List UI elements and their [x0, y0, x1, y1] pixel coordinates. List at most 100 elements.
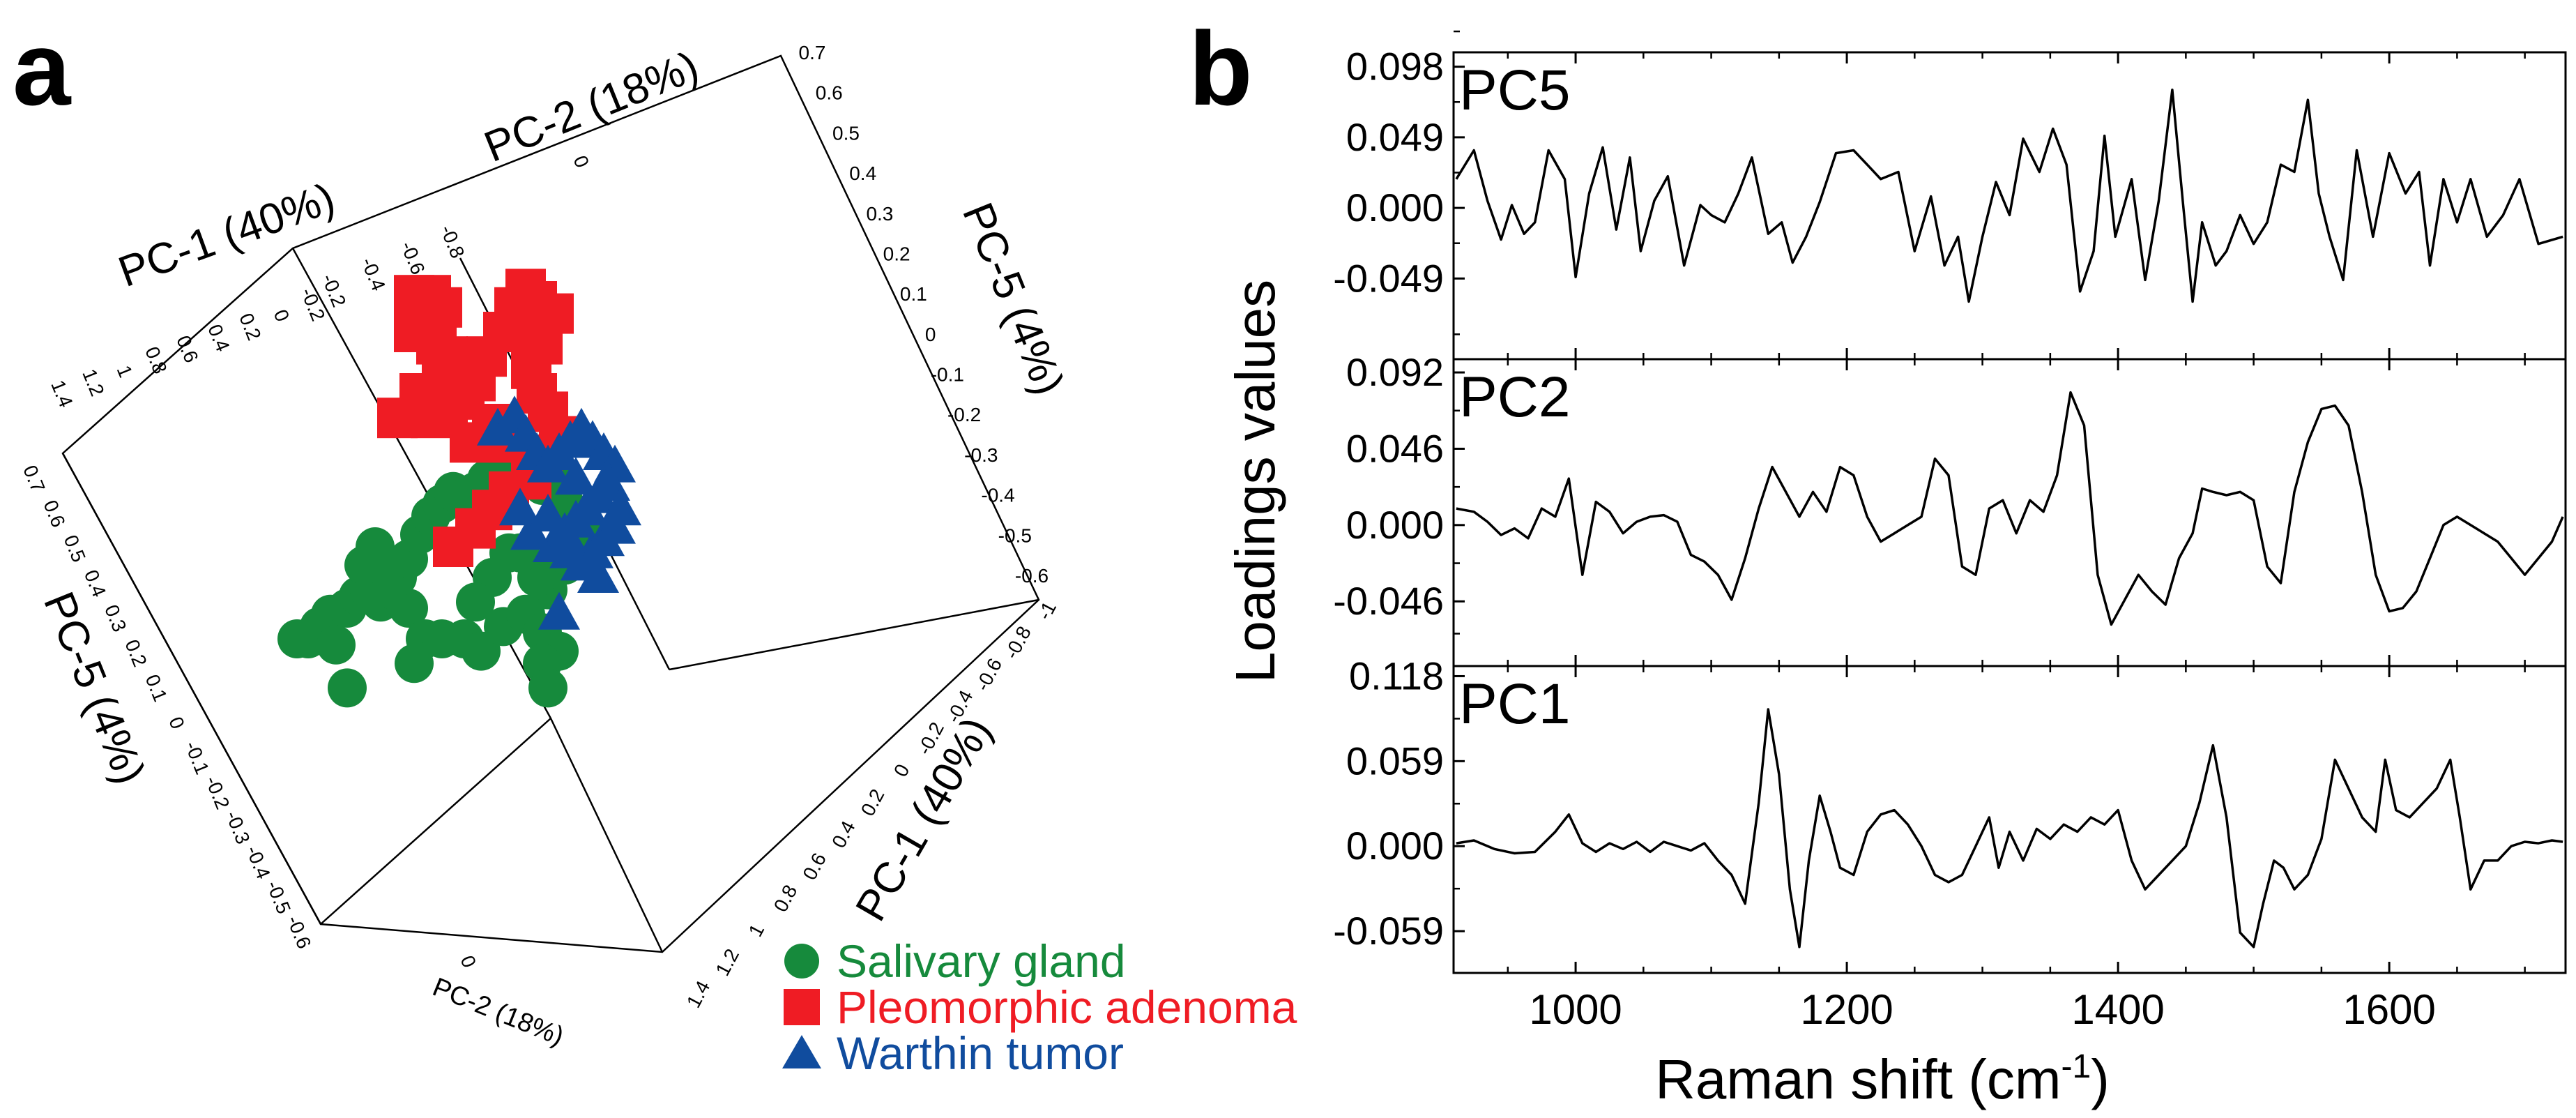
pc5-tick-label-left: 0.5: [60, 532, 90, 566]
salivary-point: [356, 527, 395, 566]
y-tick-label: 0.000: [1346, 186, 1444, 229]
pc5-tick-label-left: 0.3: [100, 602, 130, 635]
salivary-point: [456, 582, 495, 622]
pc2-tick-label: -0.6: [397, 239, 429, 278]
pleomorphic-point: [433, 527, 473, 567]
pc5-tick-label-left: 0.2: [121, 637, 151, 670]
pc5-tick-label-right: -0.6: [1015, 565, 1049, 587]
y-tick-label: 0.000: [1346, 503, 1444, 547]
scatter-points: [277, 269, 641, 708]
warthin-point: [555, 457, 597, 495]
pc1-tick-label-bottom: 0.6: [798, 849, 830, 884]
warthin-point: [577, 555, 619, 593]
salivary-point: [328, 668, 367, 708]
pc2-tick-label: 0: [569, 153, 593, 171]
pc1-tick-label-bottom: 0.8: [770, 882, 802, 916]
pc2-tick-label: 0: [456, 953, 480, 971]
pc1-axis-title-top: PC-1 (40%): [112, 174, 341, 297]
pc5-tick-label-left: -0.1: [181, 738, 213, 777]
warthin-point: [538, 591, 580, 630]
pc5-tick-label-right: -0.5: [998, 524, 1032, 546]
y-tick-label: 0.049: [1346, 115, 1444, 159]
panel-b-letter: b: [1189, 10, 1253, 127]
pc1-tick-label: 0: [270, 306, 294, 324]
pc1-tick-label: 0.2: [235, 310, 265, 344]
y-tick-label: 0.098: [1346, 45, 1444, 89]
loading-line-pc1: [1456, 708, 2563, 949]
y-tick-label: 0.092: [1346, 350, 1444, 394]
pc1-tick-label: 0.6: [172, 333, 202, 366]
pc5-tick-label-right: 0.7: [799, 42, 826, 63]
y-tick-label: 0.000: [1346, 824, 1444, 868]
pc1-tick-label-bottom: 0.2: [857, 785, 889, 819]
pc1-tick-label-bottom: 0: [890, 761, 914, 780]
warthin-point: [527, 494, 569, 531]
y-tick-label: 0.046: [1346, 426, 1444, 470]
salivary-point: [528, 668, 567, 708]
pc5-tick-label-right: -0.4: [981, 485, 1014, 506]
pc5-tick-label-right: 0.5: [832, 122, 860, 144]
x-tick-label: 1600: [2342, 986, 2435, 1033]
pc5-tick-label-left: 0: [165, 713, 189, 732]
panel-name-pc2: PC2: [1459, 365, 1571, 429]
legend-circle-marker: [784, 944, 819, 979]
x-tick-label: 1400: [2071, 986, 2164, 1033]
pc5-tick-label-left: -0.2: [201, 773, 234, 812]
pc1-tick-label: 0.4: [204, 322, 234, 355]
pc2-axis-title-bottom: PC-2 (18%): [429, 972, 568, 1051]
pc5-tick-label-right: -0.3: [964, 444, 998, 466]
pc1-tick-label: 0.8: [141, 344, 171, 377]
x-tick-label: 1000: [1529, 986, 1622, 1033]
warthin-point: [600, 488, 641, 526]
pc1-tick-label-bottom: -0.8: [1000, 623, 1035, 663]
pc5-tick-label-left: -0.3: [222, 808, 254, 847]
cube-edge: [549, 718, 664, 953]
y-axis-title: Loadings values: [1224, 280, 1286, 683]
salivary-point: [317, 625, 356, 665]
pc1-tick-label-bottom: 1: [745, 921, 769, 940]
pc5-tick-label-left: 0.6: [39, 497, 69, 531]
pc5-tick-label-right: 0.2: [883, 243, 910, 264]
pc5-tick-label-left: -0.4: [242, 843, 275, 882]
cube-edge: [320, 718, 551, 925]
panel-a-letter: a: [13, 10, 72, 127]
pc2-axis-title-top: PC-2 (18%): [478, 43, 705, 172]
plot-frame-pc1: [1452, 665, 2567, 974]
y-tick-label: -0.059: [1333, 909, 1444, 953]
x-axis-title-main: Raman shift (cm: [1655, 1048, 2061, 1110]
pleomorphic-point: [377, 398, 418, 439]
legend: Salivary gland Pleomorphic adenoma Warth…: [782, 935, 1297, 1079]
legend-label-pleomorphic: Pleomorphic adenoma: [837, 981, 1297, 1033]
pc5-tick-label-left: 0.1: [142, 672, 172, 705]
y-tick-label: -0.046: [1333, 579, 1444, 623]
pc1-tick-label: 1.4: [47, 377, 77, 411]
pc1-tick-label: 1.2: [78, 366, 108, 400]
pc5-tick-label-left: -0.6: [282, 912, 315, 951]
pc2-tick-label: -0.4: [357, 255, 390, 294]
pc5-axis-title-left: PC-5 (4%): [34, 585, 154, 790]
pc1-tick-label-bottom: 1.2: [711, 945, 743, 979]
salivary-point: [389, 589, 428, 628]
panel-name-pc1: PC1: [1459, 672, 1571, 736]
pc5-tick-label-right: -0.1: [931, 364, 964, 386]
pc5-tick-label-left: 0.4: [80, 567, 110, 600]
cube-edge: [61, 453, 322, 925]
loadings-plot: 0.098 0.049 0.000 -0.049 PC5 0.092 0.046 0.000 -…: [1333, 30, 2567, 1033]
warthin-point: [499, 488, 541, 526]
cube-edge: [669, 598, 1039, 671]
loading-line-pc5: [1455, 88, 2563, 303]
pc5-tick-label-right: 0.6: [816, 82, 843, 104]
pc5-tick-label-right: 0.1: [900, 283, 927, 305]
pc5-tick-label-left: 0.7: [19, 462, 49, 496]
x-axis-title: Raman shift (cm-1): [1655, 1048, 2110, 1110]
pc1-tick-label: 1: [113, 362, 137, 380]
panel-name-pc5: PC5: [1459, 59, 1571, 122]
pc1-tick-label-bottom: -0.6: [971, 655, 1006, 695]
pc5-tick-label-right: 0: [925, 324, 936, 345]
legend-label-warthin: Warthin tumor: [837, 1027, 1124, 1079]
plot-frame-pc2: [1452, 358, 2567, 667]
y-tick-label: -0.049: [1333, 256, 1444, 300]
loading-line-pc2: [1456, 391, 2564, 626]
x-axis-title-close: ): [2091, 1048, 2110, 1110]
